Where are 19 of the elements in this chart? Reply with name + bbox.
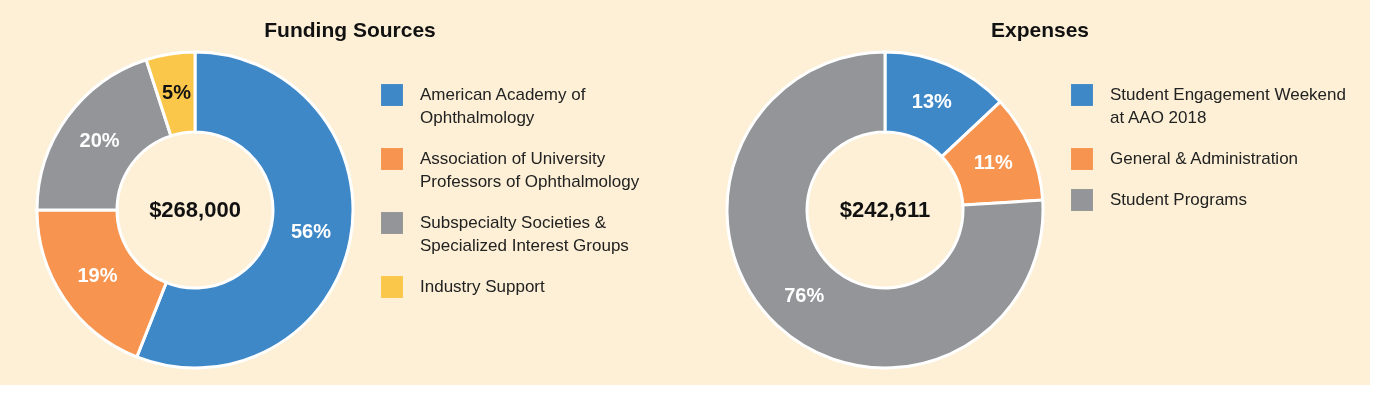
text: $242,611 (839, 197, 931, 222)
data-label: 19% (77, 264, 118, 287)
legend-label: Student Engagement Weekend at AAO 2018 (1110, 85, 1346, 127)
data-label: 5% (162, 81, 192, 104)
chart-title: Funding Sources (264, 18, 436, 41)
chart-title: Expenses (990, 18, 1090, 41)
legend-label: Association of University Professors of Ophthalmology (420, 149, 640, 191)
legend-label: General & Administration (1110, 149, 1299, 168)
donut-slice (725, 50, 1045, 370)
data-label: 56% (290, 220, 332, 243)
data-label: 11% (973, 151, 1013, 174)
data-label: 20% (79, 128, 120, 151)
legend-label: American Academy of Ophthalmology (420, 85, 586, 127)
data-label: 13% (911, 89, 953, 112)
data-label: 76% (784, 284, 825, 307)
legend-label: Industry Support (420, 277, 546, 296)
text: $268,000 (149, 197, 241, 222)
legend-label: Subspecialty Societies & Specialized Interest Groups (420, 213, 629, 255)
legend-label: Student Programs (1110, 190, 1248, 209)
